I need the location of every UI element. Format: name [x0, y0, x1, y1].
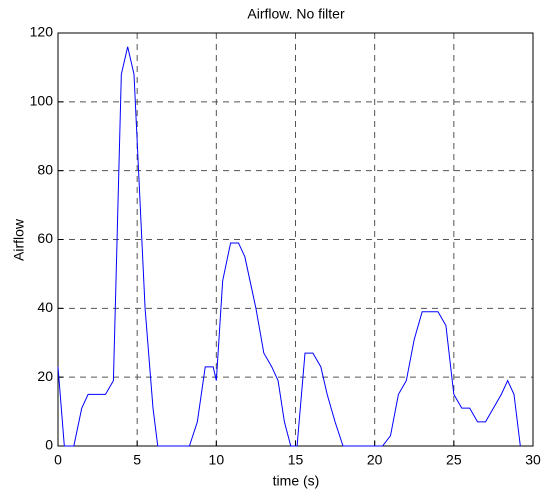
y-tick-label: 80: [37, 161, 53, 177]
x-tick-label: 10: [209, 452, 225, 468]
x-tick-label: 5: [133, 452, 141, 468]
data-line: [57, 46, 521, 447]
x-tick-label: 25: [446, 452, 462, 468]
y-tick-label: 120: [30, 24, 54, 40]
y-tick-label: 100: [30, 93, 54, 109]
chart-title: Airflow. No filter: [247, 6, 345, 22]
x-tick-label: 0: [54, 452, 62, 468]
y-tick-label: 40: [37, 299, 53, 315]
y-axis-label: Airflow: [11, 218, 27, 261]
x-axis-label: time (s): [273, 473, 320, 489]
x-tick-label: 20: [367, 452, 383, 468]
x-tick-label: 30: [525, 452, 541, 468]
y-tick-label: 0: [45, 437, 53, 453]
y-tick-label: 20: [37, 368, 53, 384]
y-tick-label: 60: [37, 230, 53, 246]
x-tick-label: 15: [288, 452, 304, 468]
